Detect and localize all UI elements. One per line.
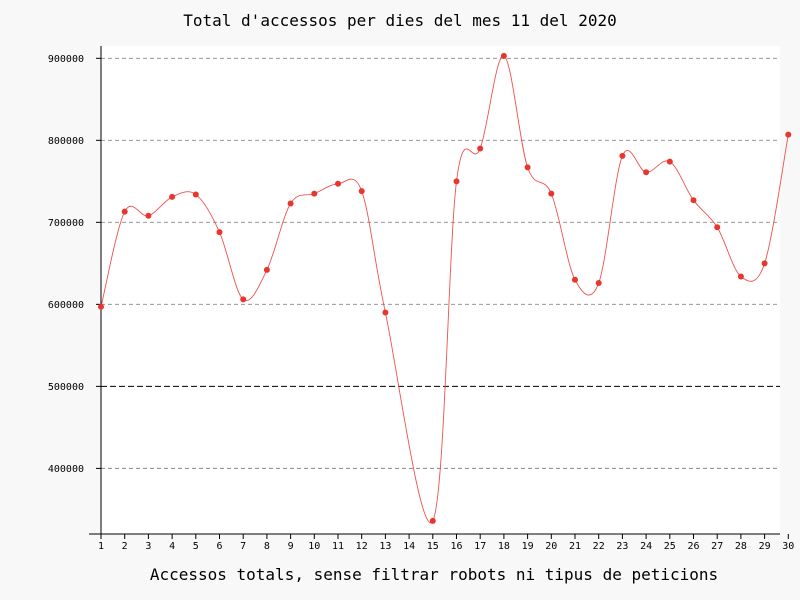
x-tick-label: 5 (193, 541, 199, 552)
data-point (263, 266, 270, 273)
data-point (548, 190, 555, 197)
x-tick-label: 16 (450, 541, 462, 552)
x-tick-label: 30 (782, 541, 794, 552)
x-tick-label: 28 (735, 541, 747, 552)
data-point (382, 309, 389, 316)
data-point (714, 224, 721, 231)
x-tick-label: 9 (288, 541, 294, 552)
x-tick-label: 20 (545, 541, 557, 552)
data-point (192, 191, 199, 198)
data-point (145, 212, 152, 219)
x-tick-label: 6 (216, 541, 222, 552)
x-tick-label: 27 (711, 541, 723, 552)
x-tick-label: 1 (98, 541, 104, 552)
data-point (453, 178, 460, 185)
data-point (500, 52, 507, 59)
x-axis-label: Accessos totals, sense filtrar robots ni… (150, 565, 718, 584)
chart-title: Total d'accessos per dies del mes 11 del… (183, 11, 616, 30)
data-point (429, 517, 436, 524)
data-point (216, 229, 223, 236)
x-tick-label: 29 (759, 541, 771, 552)
x-tick-layer: 1 2 3 4 5 6 7 8 9 10 11 12 13 14 15 16 17 18 19 20 21 22 23 24 2… (98, 534, 794, 552)
data-point (169, 193, 176, 200)
data-point (335, 180, 341, 187)
data-point (666, 158, 673, 165)
x-tick-label: 13 (379, 541, 391, 552)
data-point (761, 260, 768, 267)
x-tick-label: 21 (569, 541, 581, 552)
data-point (121, 208, 128, 215)
marker-layer (98, 52, 792, 524)
data-point (311, 190, 318, 197)
x-tick-label: 18 (498, 541, 510, 552)
x-tick-label: 15 (427, 541, 439, 552)
x-tick-label: 25 (664, 541, 676, 552)
data-point (98, 303, 104, 310)
plot-background (101, 46, 780, 534)
x-tick-label: 10 (308, 541, 320, 552)
data-point (737, 273, 744, 280)
data-point (572, 276, 578, 283)
x-tick-label: 23 (616, 541, 628, 552)
axes-layer (89, 46, 780, 535)
x-tick-label: 7 (240, 541, 246, 552)
y-tick-label: 800000 (48, 136, 84, 147)
data-point (524, 164, 531, 171)
y-tick-label: 600000 (48, 300, 84, 311)
x-tick-label: 17 (474, 541, 486, 552)
x-tick-label: 12 (356, 541, 368, 552)
x-tick-label: 26 (687, 541, 699, 552)
data-point (643, 169, 650, 176)
data-point (690, 197, 697, 204)
x-tick-label: 19 (522, 541, 534, 552)
y-tick-layer: 400000 500000 600000 700000 800000 900000 (48, 54, 101, 475)
data-point (785, 131, 792, 138)
grid-layer (101, 57, 780, 469)
y-tick-label: 500000 (48, 382, 84, 393)
x-tick-label: 3 (145, 541, 151, 552)
x-tick-label: 8 (264, 541, 270, 552)
x-tick-label: 24 (640, 541, 652, 552)
x-tick-label: 4 (169, 541, 175, 552)
x-tick-label: 11 (332, 541, 344, 552)
x-tick-label: 2 (122, 541, 128, 552)
data-point (287, 200, 294, 207)
y-tick-label: 400000 (48, 464, 84, 475)
y-tick-label: 700000 (48, 218, 84, 229)
data-point (358, 188, 365, 195)
x-tick-label: 22 (593, 541, 605, 552)
x-tick-label: 14 (403, 541, 415, 552)
data-point (619, 152, 626, 159)
data-point (595, 280, 602, 287)
data-point (240, 296, 247, 303)
y-tick-label: 900000 (48, 54, 84, 65)
data-point (477, 145, 484, 152)
